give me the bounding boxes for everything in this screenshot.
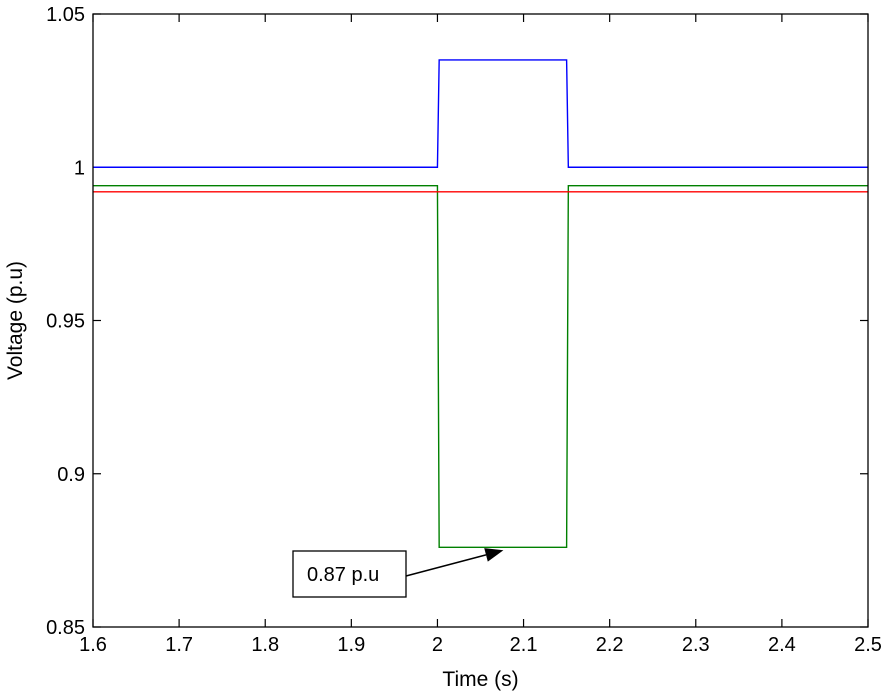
y-tick-label: 1.05: [46, 4, 85, 26]
x-tick-label: 2.4: [768, 634, 796, 656]
y-tick-label: 0.95: [46, 311, 85, 333]
x-tick-label: 2: [432, 634, 443, 656]
series-line-2: [93, 184, 868, 549]
x-tick-label: 2.5: [854, 634, 882, 656]
series-lines: [93, 59, 868, 549]
annotation-arrow-head: [484, 548, 504, 562]
x-tick-label: 1.7: [165, 634, 193, 656]
annotation-arrow-line: [405, 554, 487, 577]
x-tick-label: 2.3: [682, 634, 710, 656]
x-tick-labels: 1.6 1.7 1.8 1.9 2 2.1 2.2 2.3 2.4 2.5: [79, 634, 882, 656]
annotation-label: 0.87 p.u: [307, 564, 379, 586]
annotation: 0.87 p.u: [292, 548, 504, 598]
x-tick-label: 2.1: [510, 634, 538, 656]
x-tick-label: 1.9: [337, 634, 365, 656]
y-axis-title: Voltage (p.u): [4, 261, 27, 380]
x-tick-label: 1.8: [251, 634, 279, 656]
annotation-box: [292, 550, 407, 598]
x-tick-label: 1.6: [79, 634, 107, 656]
y-tick-label: 0.9: [57, 464, 85, 486]
y-tick-label: 1: [74, 157, 85, 179]
y-tick-label: 0.85: [46, 617, 85, 639]
y-tick-labels: 0.85 0.9 0.95 1 1.05: [46, 4, 85, 639]
x-axis-title: Time (s): [442, 668, 518, 691]
series-line-1: [93, 59, 868, 168]
plot-area-frame: [92, 13, 869, 628]
x-tick-label: 2.2: [596, 634, 624, 656]
tick-marks: [92, 13, 869, 628]
